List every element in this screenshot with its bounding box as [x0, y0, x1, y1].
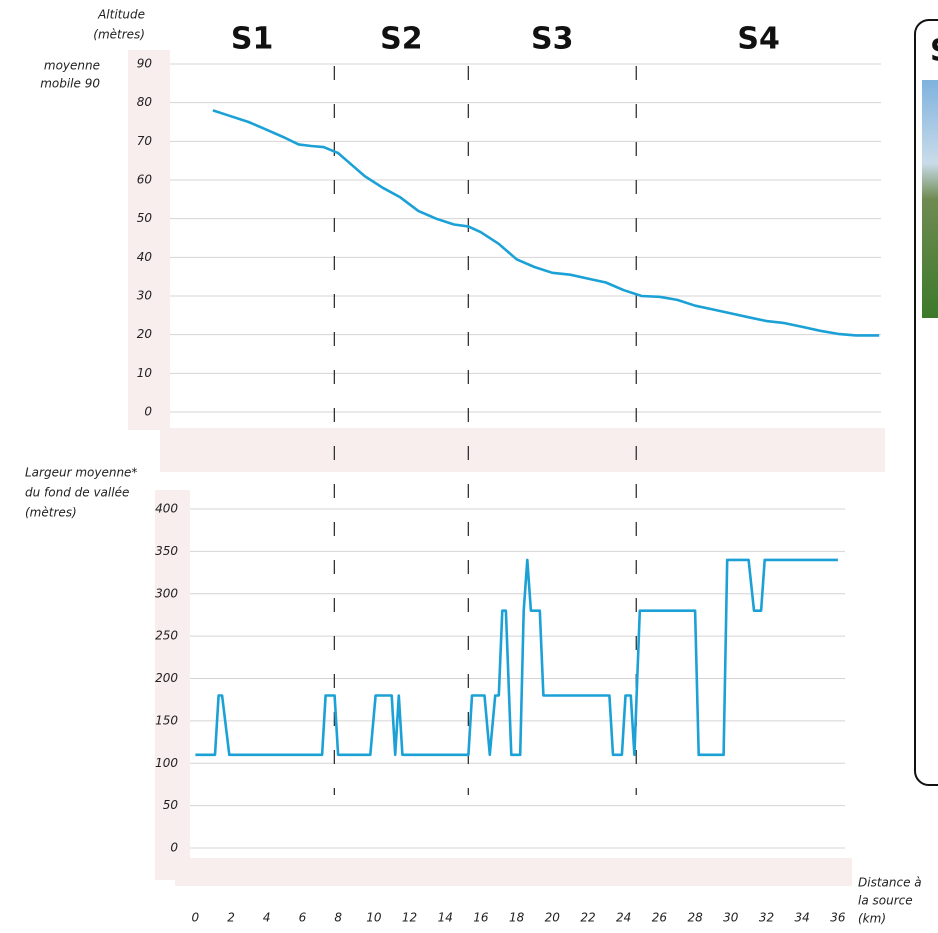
y-axis-label: Altitude [97, 8, 145, 22]
y-tick-label: 10 [137, 366, 153, 380]
annotation: mobile 90 [40, 77, 100, 91]
y-axis-label: Largeur moyenne* [25, 466, 137, 480]
y-tick-label: 0 [170, 841, 178, 855]
x-tick-label: 26 [652, 911, 668, 925]
x-tick-label: 36 [830, 911, 846, 925]
y-axis-label: du fond de vallée [25, 486, 129, 500]
x-tick-label: 18 [509, 911, 525, 925]
x-tick-label: 16 [473, 911, 489, 925]
x-tick-label: 28 [687, 911, 703, 925]
x-tick-label: 12 [402, 911, 417, 925]
x-tick-label: 8 [334, 911, 342, 925]
x-tick-label: 22 [580, 911, 595, 925]
y-tick-label: 50 [163, 798, 179, 812]
x-tick-label: 2 [227, 911, 235, 925]
x-tick-label: 6 [299, 911, 307, 925]
y-tick-label: 90 [137, 57, 153, 71]
x-tick-label: 30 [723, 911, 739, 925]
x-tick-label: 10 [366, 911, 382, 925]
y-tick-label: 20 [137, 327, 153, 341]
panel-title: S [930, 34, 938, 69]
x-axis-label: Distance à [858, 876, 922, 890]
y-tick-label: 100 [155, 756, 178, 770]
y-tick-label: 300 [155, 586, 178, 600]
y-tick-label: 50 [137, 211, 153, 225]
y-tick-label: 150 [155, 713, 178, 727]
y-tick-label: 350 [155, 544, 178, 558]
x-axis-label: (km) [858, 912, 886, 926]
y-tick-label: 250 [155, 629, 178, 643]
x-tick-label: 24 [616, 911, 631, 925]
y-tick-label: 40 [137, 250, 153, 264]
background [128, 50, 885, 886]
section-label: S1 [231, 22, 273, 57]
x-tick-label: 34 [795, 911, 810, 925]
x-tick-label: 32 [759, 911, 774, 925]
y-tick-label: 60 [137, 173, 153, 187]
y-tick-label: 200 [155, 671, 178, 685]
x-tick-label: 20 [545, 911, 561, 925]
x-tick-label: 4 [263, 911, 271, 925]
side-panel: S [914, 19, 938, 786]
y-tick-label: 80 [137, 95, 153, 109]
annotation: moyenne [44, 59, 100, 73]
data-line [195, 558, 838, 757]
x-tick-label: 14 [438, 911, 453, 925]
data-line [212, 109, 880, 337]
y-tick-label: 0 [144, 405, 152, 419]
section-label: S2 [380, 22, 422, 57]
y-axis-label: (mètres) [25, 506, 77, 520]
y-axis-label: (mètres) [93, 28, 145, 42]
y-tick-label: 30 [137, 289, 153, 303]
y-tick-label: 400 [155, 502, 178, 516]
section-label: S3 [531, 22, 573, 57]
y-tick-label: 70 [137, 134, 153, 148]
x-axis-label: la source [858, 894, 913, 908]
x-tick-label: 0 [192, 911, 200, 925]
section-label: S4 [737, 22, 779, 57]
